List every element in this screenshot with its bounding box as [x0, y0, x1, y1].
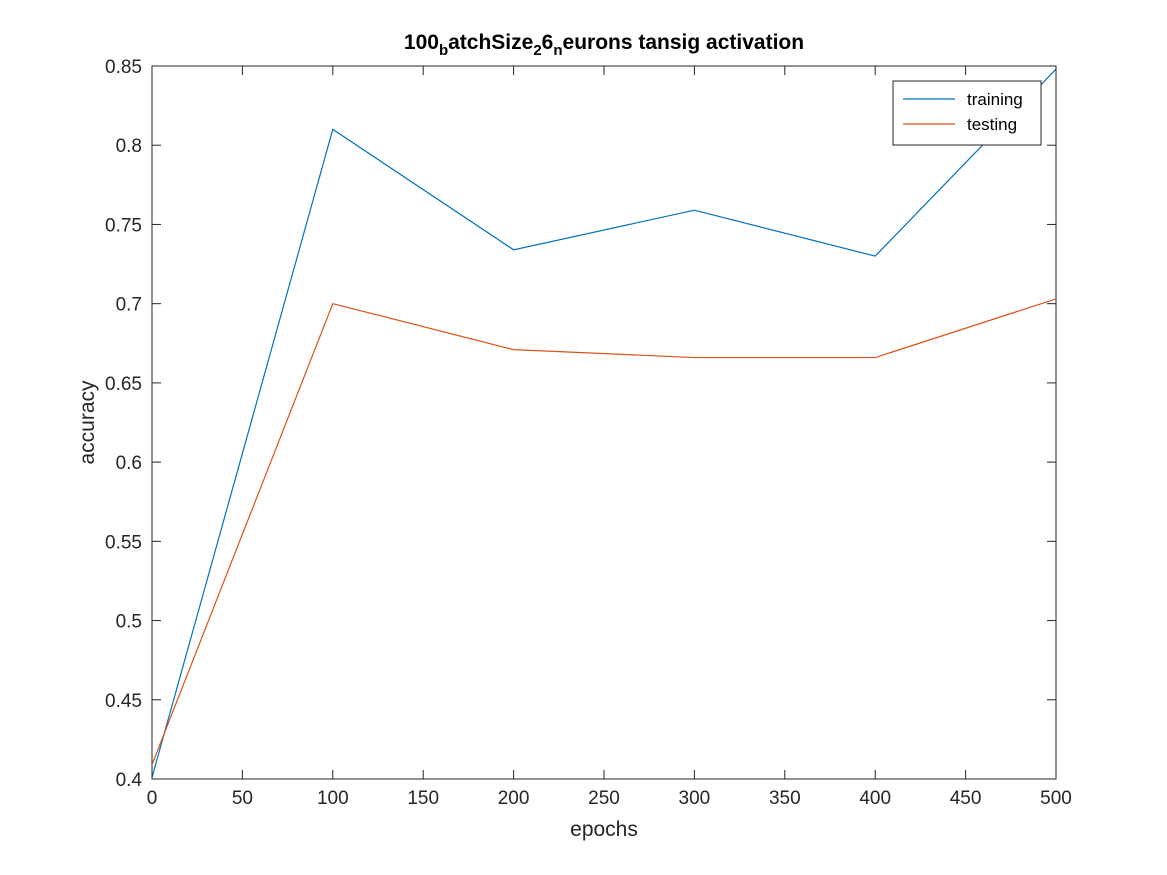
title-segment: eurons tansig activation: [563, 31, 805, 54]
y-axis-label: accuracy: [76, 380, 99, 465]
title-segment: n: [553, 42, 562, 59]
x-tick-label: 500: [1040, 788, 1072, 809]
x-tick-label: 0: [147, 788, 158, 809]
y-tick-label: 0.6: [116, 453, 142, 474]
x-tick-label: 250: [588, 788, 620, 809]
title-segment: b: [439, 42, 448, 59]
title-segment: 2: [533, 42, 541, 59]
x-tick-label: 100: [317, 788, 349, 809]
legend-label-testing: testing: [967, 115, 1017, 134]
x-tick-label: 350: [769, 788, 801, 809]
series-line-testing: [152, 298, 1056, 765]
y-tick-label: 0.4: [116, 770, 143, 791]
y-tick-label: 0.45: [105, 691, 142, 712]
y-tick-label: 0.75: [105, 215, 142, 236]
series-line-training: [152, 68, 1056, 778]
x-axis-label: epochs: [570, 818, 638, 841]
y-tick-label: 0.5: [116, 612, 142, 633]
chart-title: 100batchSize26neurons tansig activation: [404, 31, 804, 59]
title-segment: 6: [542, 31, 554, 54]
y-tick-label: 0.85: [105, 57, 142, 78]
y-tick-label: 0.7: [116, 295, 142, 316]
x-tick-label: 450: [950, 788, 982, 809]
ticks-layer: 0 50 100 150 200 250 300 350 400 450 500 0.4 0.45 0.5…: [105, 57, 1072, 809]
x-tick-label: 400: [859, 788, 891, 809]
x-tick-label: 150: [407, 788, 439, 809]
x-tick-label: 300: [679, 788, 711, 809]
legend-label-training: training: [967, 90, 1023, 109]
title-segment: 100: [404, 31, 439, 54]
y-tick-label: 0.8: [116, 136, 142, 157]
title-segment: atchSize: [448, 31, 533, 54]
legend-box: [892, 80, 1042, 146]
x-tick-label: 50: [232, 788, 253, 809]
y-tick-label: 0.65: [105, 374, 142, 395]
legend: training testing: [892, 80, 1042, 146]
series-layer: [152, 68, 1056, 778]
x-tick-label: 200: [498, 788, 530, 809]
y-tick-label: 0.55: [105, 532, 142, 553]
